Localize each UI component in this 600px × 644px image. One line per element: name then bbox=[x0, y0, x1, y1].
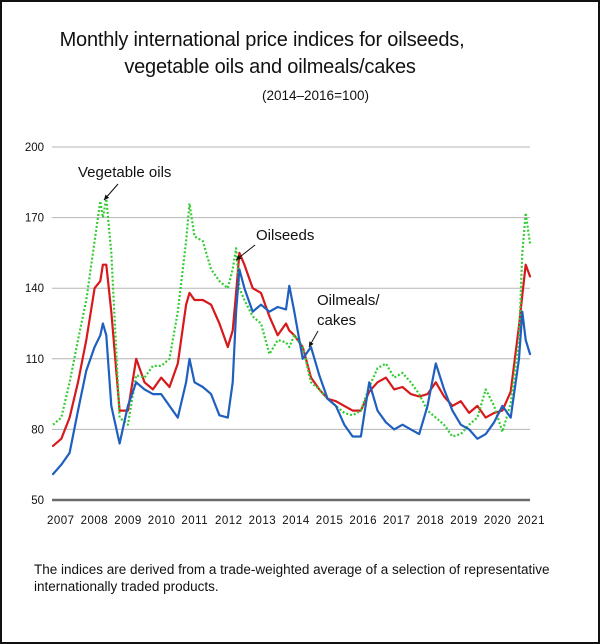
series-lines bbox=[51, 197, 532, 476]
x-tick-label: 2021 bbox=[517, 515, 545, 527]
arrowhead-icon bbox=[104, 194, 110, 200]
x-tick-label: 2008 bbox=[81, 515, 109, 527]
x-tick-label: 2014 bbox=[282, 515, 310, 527]
x-tick-label: 2015 bbox=[316, 515, 344, 527]
y-tick-label: 170 bbox=[25, 213, 44, 225]
x-tick-label: 2016 bbox=[349, 515, 377, 527]
annotation-label: cakes bbox=[317, 312, 356, 329]
chart-subtitle: (2014–2016=100) bbox=[262, 88, 369, 103]
arrowhead-icon bbox=[236, 254, 242, 260]
x-tick-label: 2018 bbox=[417, 515, 445, 527]
gridlines bbox=[52, 146, 530, 502]
x-tick-label: 2013 bbox=[249, 515, 277, 527]
series-line-vegetable-oils bbox=[52, 197, 532, 438]
arrowhead-icon bbox=[309, 341, 314, 347]
chart-title-line1: Monthly international price indices for … bbox=[59, 29, 465, 51]
chart-title-line2: vegetable oils and oilmeals/cakes bbox=[124, 56, 416, 78]
x-tick-label: 2011 bbox=[181, 515, 208, 527]
x-tick-label: 2009 bbox=[114, 515, 142, 527]
annotation-label: Vegetable oils bbox=[78, 164, 171, 181]
x-tick-label: 2010 bbox=[148, 515, 176, 527]
footnote-line-2: internationally traded products. bbox=[34, 579, 219, 594]
annotation-label: Oilseeds bbox=[256, 227, 314, 244]
y-axis-ticks: 50 80 110 140 170 200 bbox=[25, 142, 44, 507]
x-tick-label: 2007 bbox=[47, 515, 75, 527]
y-tick-label: 80 bbox=[31, 424, 44, 436]
x-tick-label: 2017 bbox=[383, 515, 411, 527]
annotation-label: Oilmeals/ bbox=[317, 292, 380, 309]
footnote: The indices are derived from a trade-wei… bbox=[34, 561, 574, 595]
x-tick-label: 2012 bbox=[215, 515, 243, 527]
footnote-line-1: The indices are derived from a trade-wei… bbox=[34, 562, 550, 577]
y-tick-label: 140 bbox=[25, 283, 44, 295]
x-tick-label: 2019 bbox=[450, 515, 478, 527]
y-tick-label: 110 bbox=[26, 354, 44, 366]
annotations: Vegetable oils Oilseeds Oilmeals/cakes bbox=[78, 164, 380, 348]
y-tick-label: 200 bbox=[25, 142, 44, 154]
x-tick-label: 2020 bbox=[484, 515, 512, 527]
y-tick-label: 50 bbox=[31, 495, 44, 507]
series-line-oilmeals-cakes bbox=[51, 268, 532, 476]
x-axis-ticks: 2007 2008 2009 2010 2011 2012 2013 2014 2015 2016… bbox=[47, 515, 545, 527]
